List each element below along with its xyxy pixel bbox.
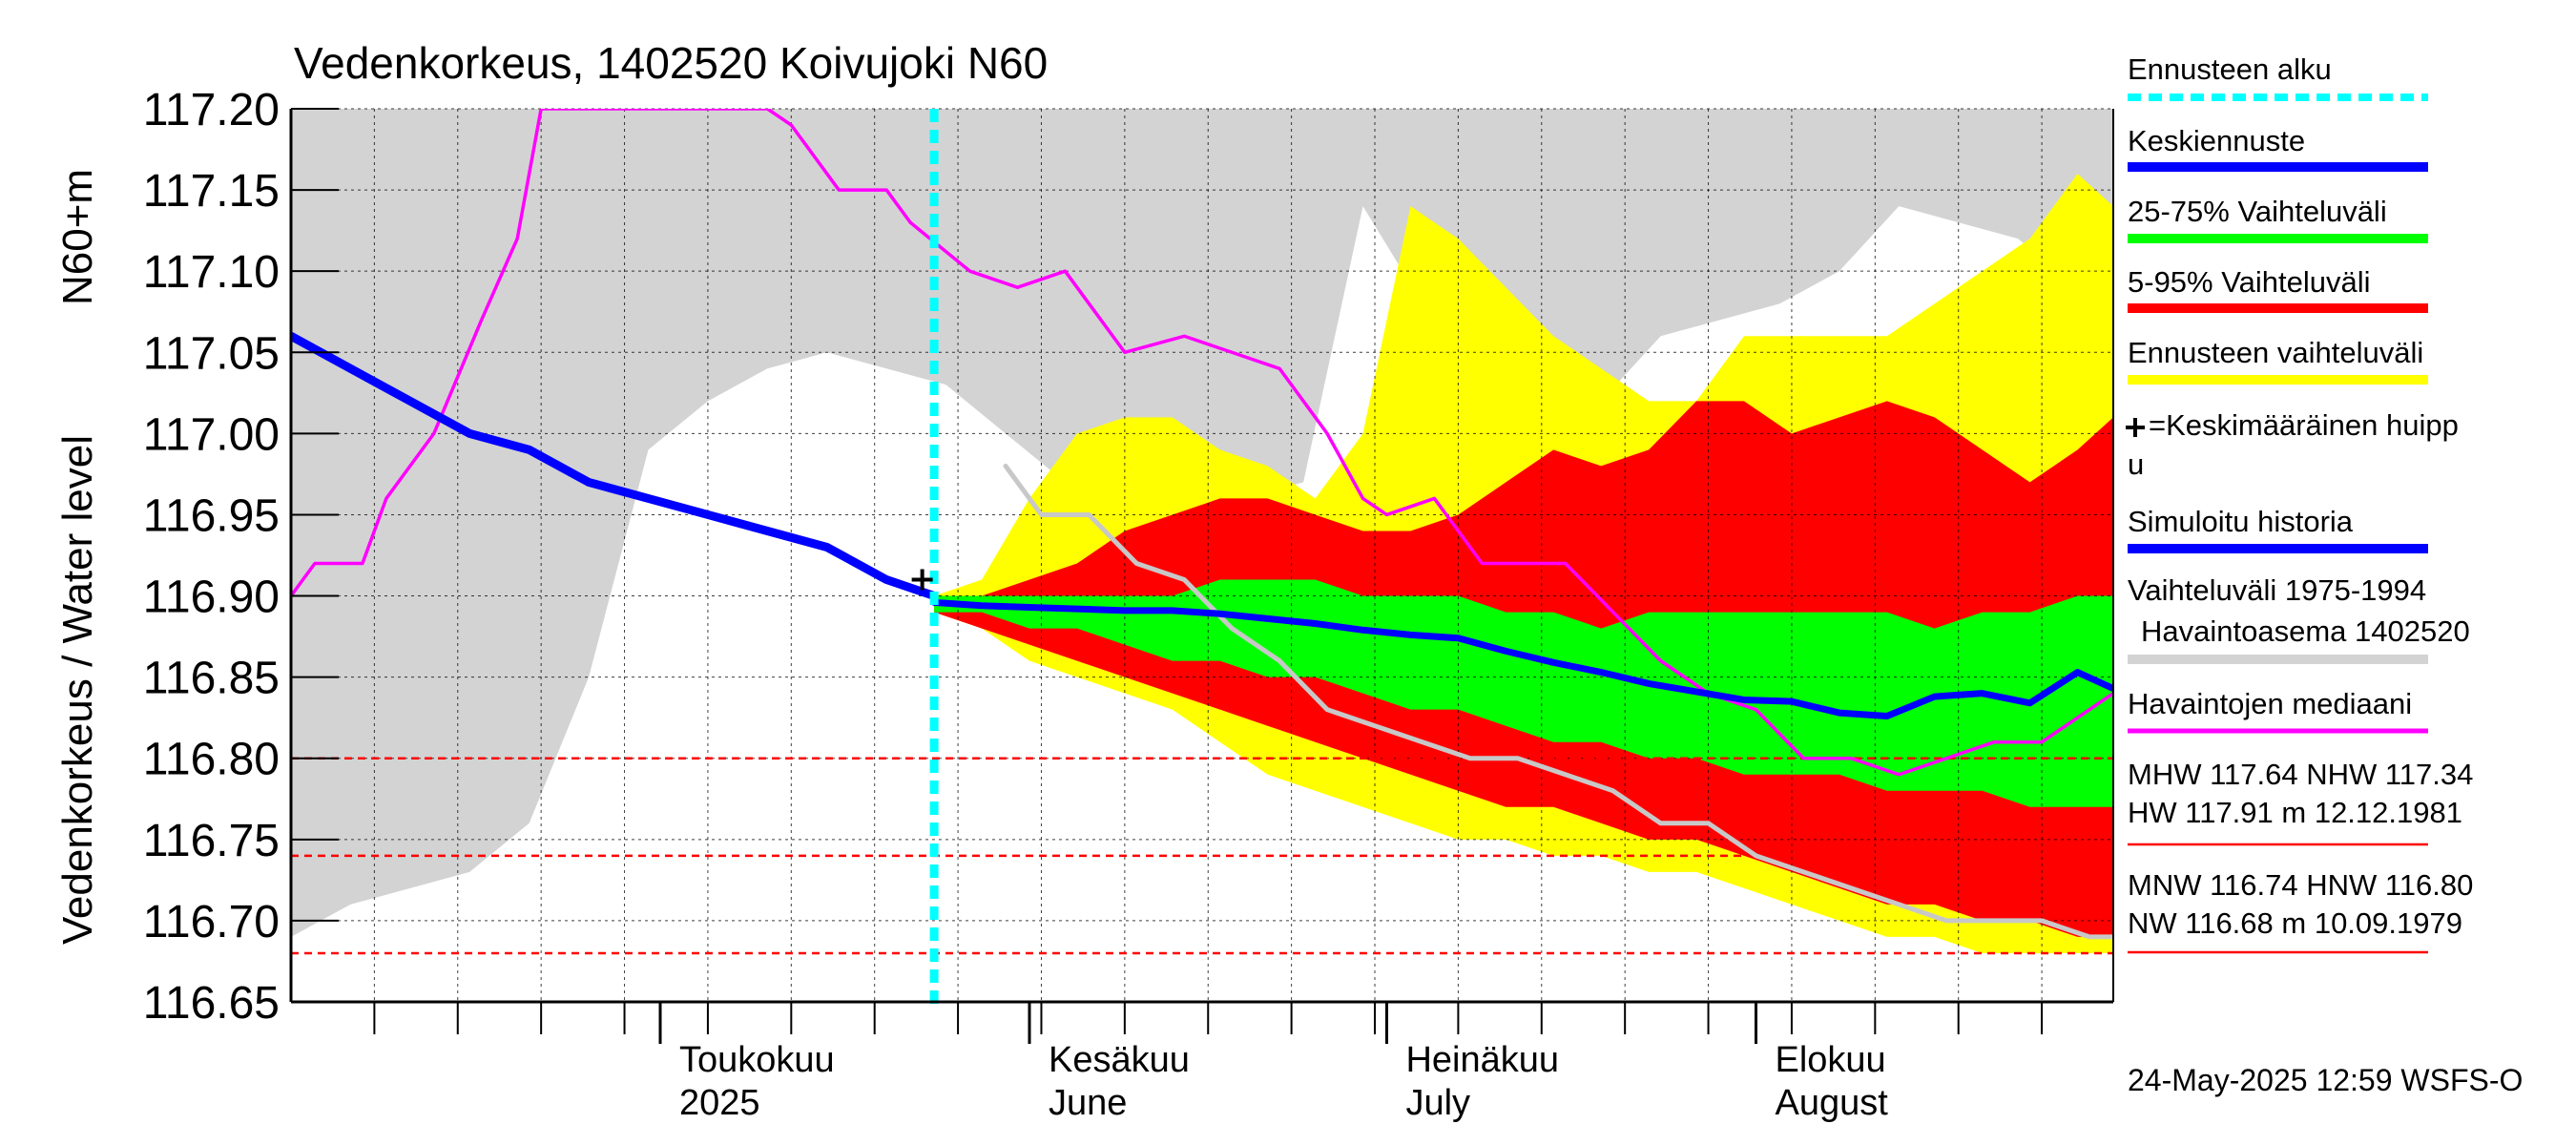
- legend-label-mean-peak: =Keskimääräinen huipp: [2149, 408, 2459, 442]
- stats-line: MHW 117.64 NHW 117.34: [2128, 758, 2473, 791]
- stats-line: MNW 116.74 HNW 116.80: [2128, 868, 2473, 902]
- lines-layer: [291, 109, 2113, 940]
- x-month-label: Toukokuu: [679, 1040, 835, 1080]
- y-axis-unit-label: N60+m: [54, 169, 101, 305]
- legend-label-mean-peak-wrap: u: [2128, 448, 2144, 481]
- series-line-simuloitu-historia: [291, 331, 939, 601]
- reference-lines-layer: [291, 757, 2113, 955]
- series-line-havaintojen-mediaani: [291, 109, 2113, 777]
- series-line-havaintoasema-1402520: [1003, 463, 2113, 940]
- legend-label-25-75-vaihteluvali: 25-75% Vaihteluväli: [2128, 195, 2387, 228]
- x-month-sublabel: 2025: [679, 1083, 760, 1123]
- y-tick-label: 117.00: [143, 409, 280, 460]
- legend-label-havaintojen-mediaani: Havaintojen mediaani: [2128, 687, 2412, 720]
- legend-label-havaintoasema-1402520: Havaintoasema 1402520: [2141, 614, 2470, 648]
- axes-layer: 117.20 117.15 117.10 117.05 117.00 116.95 116.…: [143, 85, 2114, 1123]
- legend-label-ennusteen-alku: Ennusteen alku: [2128, 52, 2332, 86]
- x-month-sublabel: August: [1775, 1083, 1888, 1123]
- y-tick-label: 117.05: [143, 328, 280, 379]
- x-month-sublabel: June: [1049, 1083, 1127, 1123]
- footer-timestamp: 24-May-2025 12:59 WSFS-O: [2128, 1063, 2523, 1097]
- stats-line: NW 116.68 m 10.09.1979: [2128, 906, 2462, 940]
- y-tick-label: 116.95: [143, 490, 280, 541]
- x-month-label: Heinäkuu: [1405, 1040, 1559, 1080]
- x-month-label: Kesäkuu: [1049, 1040, 1190, 1080]
- chart-title: Vedenkorkeus, 1402520 Koivujoki N60: [294, 38, 1048, 88]
- legend-label-keskiennuste: Keskiennuste: [2128, 124, 2305, 157]
- y-tick-label: 116.70: [143, 897, 280, 947]
- y-tick-label: 116.75: [143, 816, 280, 866]
- y-tick-label: 116.65: [143, 978, 280, 1029]
- mean-peak-marker: [911, 569, 933, 591]
- bands-layer: [291, 109, 2113, 953]
- y-tick-label: 117.15: [143, 166, 280, 217]
- band-vaihteluvali-1975-1994: [291, 109, 2113, 937]
- legend-label-5-95-vaihteluvali: 5-95% Vaihteluväli: [2128, 265, 2370, 299]
- y-tick-label: 117.10: [143, 247, 280, 298]
- x-month-label: Elokuu: [1775, 1040, 1885, 1080]
- legend: Ennusteen alku Keskiennuste 25-75% Vaihtel…: [2126, 52, 2473, 954]
- legend-label-vaihteluvali-1975-1994: Vaihteluväli 1975-1994: [2128, 573, 2426, 607]
- y-tick-label: 116.85: [143, 654, 280, 704]
- series-line-keskiennuste: [930, 598, 2113, 719]
- legend-label-simuloitu-historia: Simuloitu historia: [2128, 505, 2354, 538]
- y-tick-label: 116.90: [143, 572, 280, 623]
- legend-label-ennusteen-vaihteluvali: Ennusteen vaihteluväli: [2128, 336, 2423, 369]
- legend-swatch-mean-peak: [2126, 418, 2145, 437]
- x-month-sublabel: July: [1405, 1083, 1470, 1123]
- y-tick-label: 117.20: [143, 85, 280, 135]
- y-tick-label: 116.80: [143, 735, 280, 785]
- stats-line: HW 117.91 m 12.12.1981: [2128, 796, 2462, 829]
- y-axis-label: Vedenkorkeus / Water level: [54, 435, 101, 945]
- band-25-75-vaihteluvali: [934, 579, 2113, 807]
